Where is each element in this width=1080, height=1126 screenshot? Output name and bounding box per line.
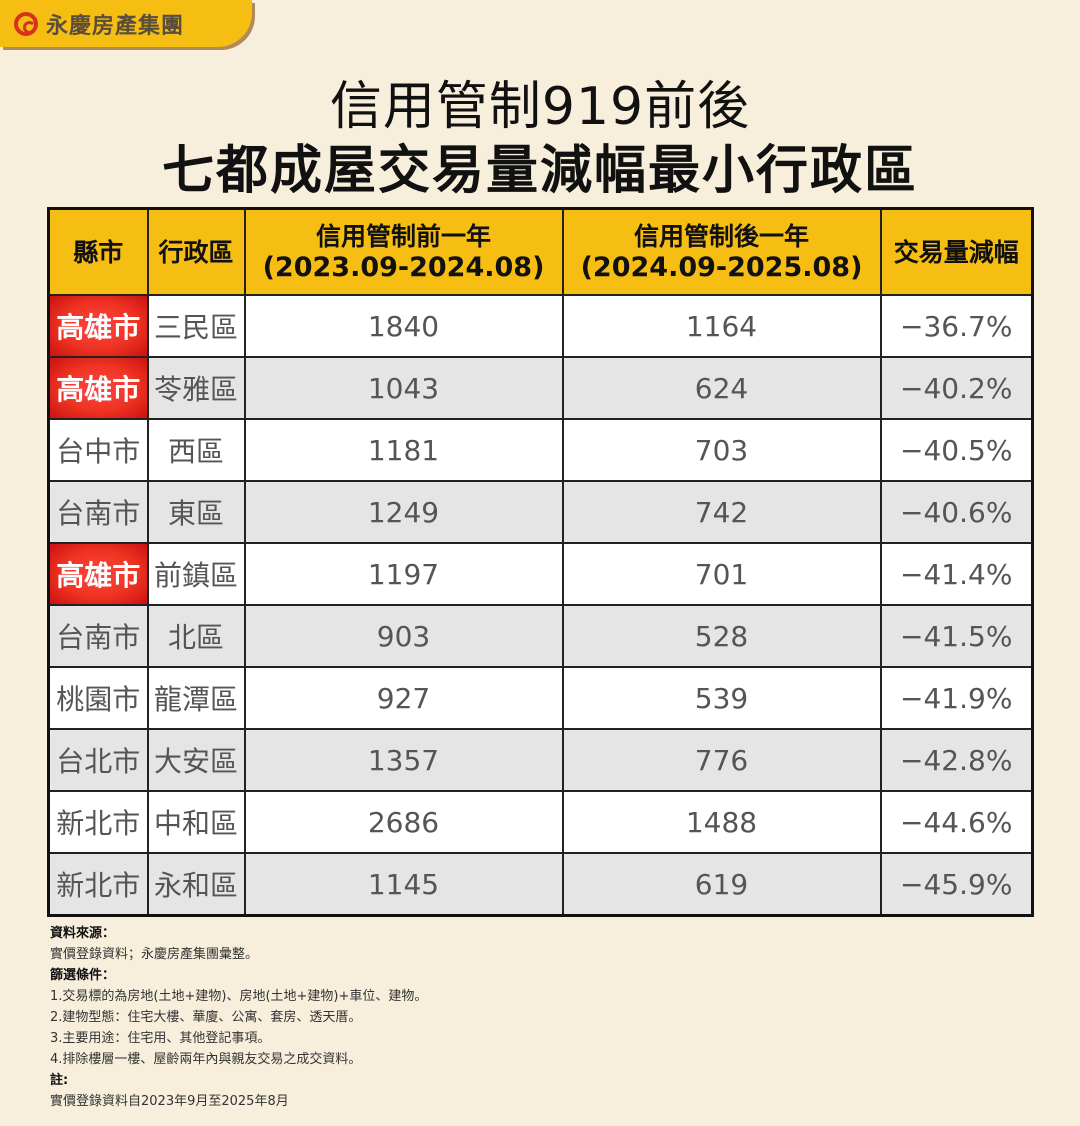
district-cell: 西區 bbox=[146, 418, 246, 482]
after-cell: 776 bbox=[561, 728, 882, 792]
after-cell: 1488 bbox=[561, 790, 882, 854]
header-change: 交易量減幅 bbox=[879, 207, 1034, 296]
table-row: 台中市 西區 1181 703 −40.5% bbox=[47, 418, 1034, 482]
district-cell: 東區 bbox=[146, 480, 246, 544]
before-cell: 903 bbox=[243, 604, 564, 668]
before-cell: 1145 bbox=[243, 852, 564, 917]
before-cell: 1181 bbox=[243, 418, 564, 482]
filter-item: 2.建物型態：住宅大樓、華廈、公寓、套房、透天厝。 bbox=[50, 1010, 362, 1025]
county-cell: 高雄市 bbox=[47, 542, 149, 606]
before-cell: 927 bbox=[243, 666, 564, 730]
table-row: 台北市 大安區 1357 776 −42.8% bbox=[47, 728, 1034, 792]
county-cell: 台南市 bbox=[47, 480, 149, 544]
county-cell: 新北市 bbox=[47, 852, 149, 917]
source-heading: 資料來源： bbox=[50, 926, 116, 941]
transaction-table: 縣市 行政區 信用管制前一年 (2023.09-2024.08) 信用管制後一年… bbox=[47, 207, 1034, 917]
table-row: 高雄市 苓雅區 1043 624 −40.2% bbox=[47, 356, 1034, 420]
header-after-period: (2024.09-2025.08) bbox=[580, 252, 863, 283]
change-cell: −36.7% bbox=[879, 294, 1034, 358]
header-before: 信用管制前一年 (2023.09-2024.08) bbox=[243, 207, 564, 296]
table-row: 高雄市 三民區 1840 1164 −36.7% bbox=[47, 294, 1034, 358]
after-cell: 1164 bbox=[561, 294, 882, 358]
header-after: 信用管制後一年 (2024.09-2025.08) bbox=[561, 207, 882, 296]
change-cell: −41.4% bbox=[879, 542, 1034, 606]
district-cell: 苓雅區 bbox=[146, 356, 246, 420]
header-after-label: 信用管制後一年 bbox=[633, 222, 809, 251]
district-cell: 永和區 bbox=[146, 852, 246, 917]
change-cell: −44.6% bbox=[879, 790, 1034, 854]
district-cell: 三民區 bbox=[146, 294, 246, 358]
title-line-1: 信用管制919前後 bbox=[329, 77, 751, 137]
table-row: 台南市 北區 903 528 −41.5% bbox=[47, 604, 1034, 668]
county-cell: 台中市 bbox=[47, 418, 149, 482]
source-text: 實價登錄資料；永慶房產集團彙整。 bbox=[50, 947, 259, 962]
change-cell: −41.9% bbox=[879, 666, 1034, 730]
table-row: 桃園市 龍潭區 927 539 −41.9% bbox=[47, 666, 1034, 730]
after-cell: 624 bbox=[561, 356, 882, 420]
district-cell: 龍潭區 bbox=[146, 666, 246, 730]
table-header-row: 縣市 行政區 信用管制前一年 (2023.09-2024.08) 信用管制後一年… bbox=[47, 207, 1034, 296]
brand-banner: 永慶房產集團 bbox=[0, 0, 252, 47]
after-cell: 703 bbox=[561, 418, 882, 482]
filter-heading: 篩選條件： bbox=[50, 968, 116, 983]
county-cell: 台南市 bbox=[47, 604, 149, 668]
county-cell: 台北市 bbox=[47, 728, 149, 792]
header-before-period: (2023.09-2024.08) bbox=[262, 252, 545, 283]
header-county: 縣市 bbox=[47, 207, 149, 296]
after-cell: 742 bbox=[561, 480, 882, 544]
district-cell: 前鎮區 bbox=[146, 542, 246, 606]
note-text: 實價登錄資料自2023年9月至2025年8月 bbox=[50, 1094, 289, 1109]
title-line-2: 七都成屋交易量減幅最小行政區 bbox=[161, 141, 918, 201]
table-row: 高雄市 前鎮區 1197 701 −41.4% bbox=[47, 542, 1034, 606]
county-cell: 高雄市 bbox=[47, 356, 149, 420]
filter-item: 4.排除樓層一樓、屋齡兩年內與親友交易之成交資料。 bbox=[50, 1052, 362, 1067]
change-cell: −41.5% bbox=[879, 604, 1034, 668]
county-cell: 桃園市 bbox=[47, 666, 149, 730]
change-cell: −45.9% bbox=[879, 852, 1034, 917]
header-district: 行政區 bbox=[146, 207, 246, 296]
before-cell: 2686 bbox=[243, 790, 564, 854]
before-cell: 1357 bbox=[243, 728, 564, 792]
district-cell: 中和區 bbox=[146, 790, 246, 854]
filter-item: 1.交易標的為房地(土地+建物)、房地(土地+建物)+車位、建物。 bbox=[50, 989, 428, 1004]
district-cell: 北區 bbox=[146, 604, 246, 668]
county-cell: 高雄市 bbox=[47, 294, 149, 358]
before-cell: 1840 bbox=[243, 294, 564, 358]
note-heading: 註: bbox=[50, 1073, 69, 1088]
after-cell: 539 bbox=[561, 666, 882, 730]
brand-name: 永慶房產集團 bbox=[46, 13, 185, 39]
county-cell: 新北市 bbox=[47, 790, 149, 854]
table-row: 台南市 東區 1249 742 −40.6% bbox=[47, 480, 1034, 544]
filter-item: 3.主要用途：住宅用、其他登記事項。 bbox=[50, 1031, 271, 1046]
after-cell: 701 bbox=[561, 542, 882, 606]
before-cell: 1197 bbox=[243, 542, 564, 606]
after-cell: 619 bbox=[561, 852, 882, 917]
district-cell: 大安區 bbox=[146, 728, 246, 792]
change-cell: −40.6% bbox=[879, 480, 1034, 544]
header-before-label: 信用管制前一年 bbox=[315, 222, 491, 251]
before-cell: 1249 bbox=[243, 480, 564, 544]
before-cell: 1043 bbox=[243, 356, 564, 420]
change-cell: −42.8% bbox=[879, 728, 1034, 792]
after-cell: 528 bbox=[561, 604, 882, 668]
change-cell: −40.5% bbox=[879, 418, 1034, 482]
notes-section: 資料來源： 實價登錄資料；永慶房產集團彙整。 篩選條件： 1.交易標的為房地(土… bbox=[50, 923, 427, 1112]
yungching-logo-icon bbox=[14, 11, 38, 36]
table-row: 新北市 永和區 1145 619 −45.9% bbox=[47, 852, 1034, 917]
change-cell: −40.2% bbox=[879, 356, 1034, 420]
table-row: 新北市 中和區 2686 1488 −44.6% bbox=[47, 790, 1034, 854]
